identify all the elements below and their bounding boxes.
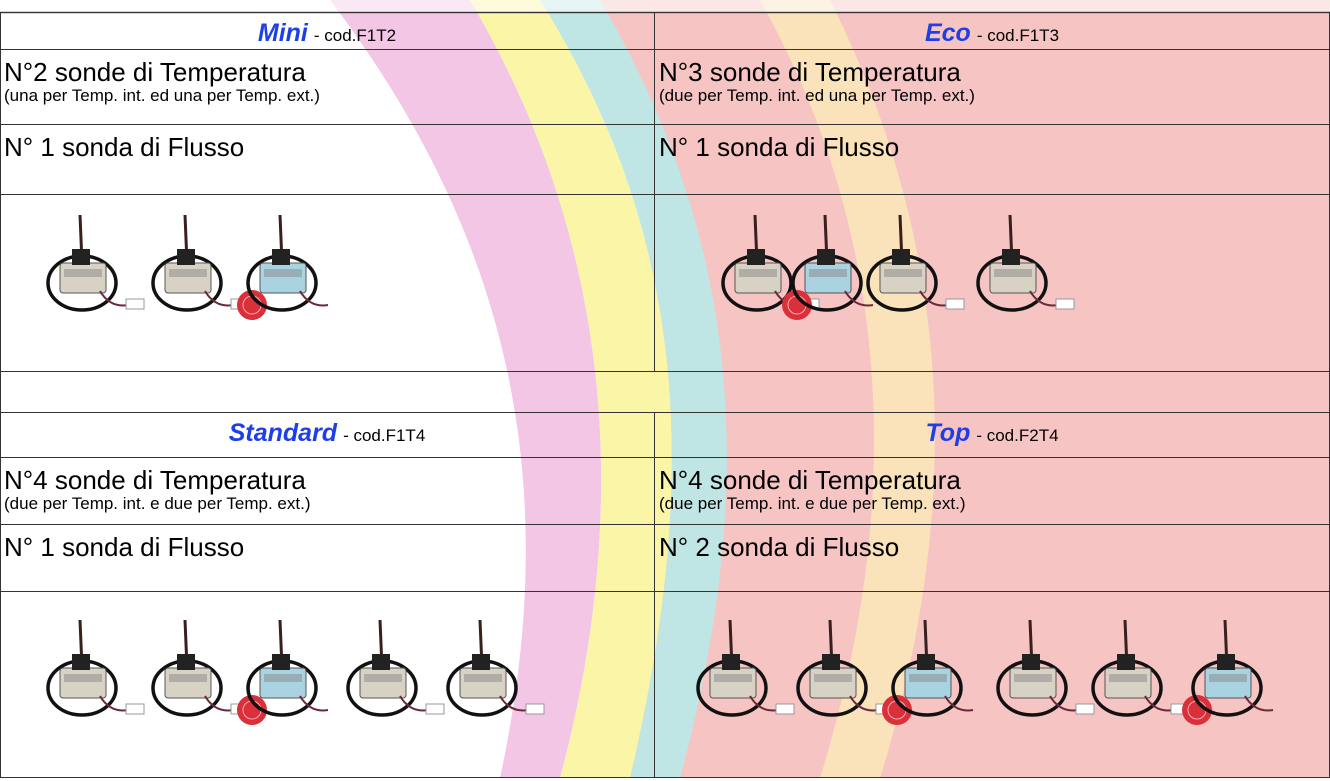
temperature-sensor-icon	[46, 619, 145, 717]
flow-sensor-icon	[882, 619, 974, 725]
spacer-row	[0, 372, 1330, 413]
product-code: - cod.F1T2	[313, 26, 397, 45]
sensor-note: (una per Temp. int. ed una per Temp. ext…	[4, 86, 320, 105]
sensor-note: (due per Temp. int. e due per Temp. ext.…	[4, 494, 311, 513]
temperature-sensor-icon	[796, 619, 895, 717]
flow-sensor-icon	[237, 214, 329, 320]
sensor-cell: N°2 sonde di Temperatura (una per Temp. i…	[0, 50, 655, 125]
sensor-line: N°3 sonde di Temperatura	[655, 50, 1329, 86]
sensor-count: N°2 sonde di Temperatura	[4, 57, 306, 87]
flow-count: N° 1 sonda di Flusso	[4, 132, 245, 162]
flow-cell: N° 1 sonda di Flusso	[655, 125, 1330, 195]
sensor-note-line: (due per Temp. int. e due per Temp. ext.…	[655, 494, 1329, 514]
sensor-images	[721, 214, 1075, 320]
temperature-sensor-icon	[866, 214, 965, 312]
temperature-sensor-icon	[346, 619, 445, 717]
product-name: Top	[925, 419, 971, 447]
flow-cell: N° 2 sonda di Flusso	[655, 525, 1330, 592]
image-cell	[0, 195, 655, 372]
image-cell	[655, 592, 1330, 778]
sensor-images	[46, 619, 545, 725]
sensor-note-line: (una per Temp. int. ed una per Temp. ext…	[0, 86, 654, 106]
temperature-sensor-icon	[151, 619, 250, 717]
temperature-sensor-icon	[996, 619, 1095, 717]
flow-sensor-icon	[782, 214, 874, 320]
sensor-cell: N°4 sonde di Temperatura (due per Temp. i…	[655, 458, 1330, 525]
product-code: - cod.F2T4	[976, 426, 1059, 445]
flow-cell: N° 1 sonda di Flusso	[0, 525, 655, 592]
sensor-note-line: (due per Temp. int. ed una per Temp. ext…	[655, 86, 1329, 106]
temperature-sensor-icon	[1091, 619, 1190, 717]
product-code: - cod.F1T4	[343, 426, 426, 445]
product-name: Mini	[257, 19, 308, 47]
flow-sensor-icon	[1182, 619, 1274, 725]
product-name: Eco	[924, 19, 971, 47]
sensor-note-line: (due per Temp. int. e due per Temp. ext.…	[0, 494, 654, 514]
temperature-sensor-icon	[446, 619, 545, 717]
sensor-images	[696, 619, 1274, 725]
sensor-count: N°3 sonde di Temperatura	[659, 57, 961, 87]
product-name: Standard	[228, 419, 338, 447]
sensor-cell: N°4 sonde di Temperatura (due per Temp. i…	[0, 458, 655, 525]
sensor-note: (due per Temp. int. e due per Temp. ext.…	[659, 494, 966, 513]
product-header: Mini - cod.F1T2	[0, 13, 655, 50]
sensor-count: N°4 sonde di Temperatura	[4, 465, 306, 495]
sensor-cell: N°3 sonde di Temperatura (due per Temp. i…	[655, 50, 1330, 125]
sensor-images	[46, 214, 329, 320]
product-header: Standard - cod.F1T4	[0, 413, 655, 458]
temperature-sensor-icon	[696, 619, 795, 717]
flow-sensor-icon	[237, 619, 329, 725]
image-cell	[0, 592, 655, 778]
temperature-sensor-icon	[151, 214, 250, 312]
sensor-count: N°4 sonde di Temperatura	[659, 465, 961, 495]
sensor-note: (due per Temp. int. ed una per Temp. ext…	[659, 86, 975, 105]
flow-count: N° 1 sonda di Flusso	[4, 532, 245, 562]
flow-count: N° 1 sonda di Flusso	[659, 132, 900, 162]
product-code: - cod.F1T3	[976, 26, 1060, 45]
sensor-line: N°4 sonde di Temperatura	[0, 458, 654, 494]
flow-count: N° 2 sonda di Flusso	[659, 532, 900, 562]
image-cell	[655, 195, 1330, 372]
temperature-sensor-icon	[976, 214, 1075, 312]
temperature-sensor-icon	[46, 214, 145, 312]
product-header: Eco - cod.F1T3	[655, 13, 1330, 50]
sensor-line: N°2 sonde di Temperatura	[0, 50, 654, 86]
sensor-line: N°4 sonde di Temperatura	[655, 458, 1329, 494]
flow-cell: N° 1 sonda di Flusso	[0, 125, 655, 195]
product-header: Top - cod.F2T4	[655, 413, 1330, 458]
